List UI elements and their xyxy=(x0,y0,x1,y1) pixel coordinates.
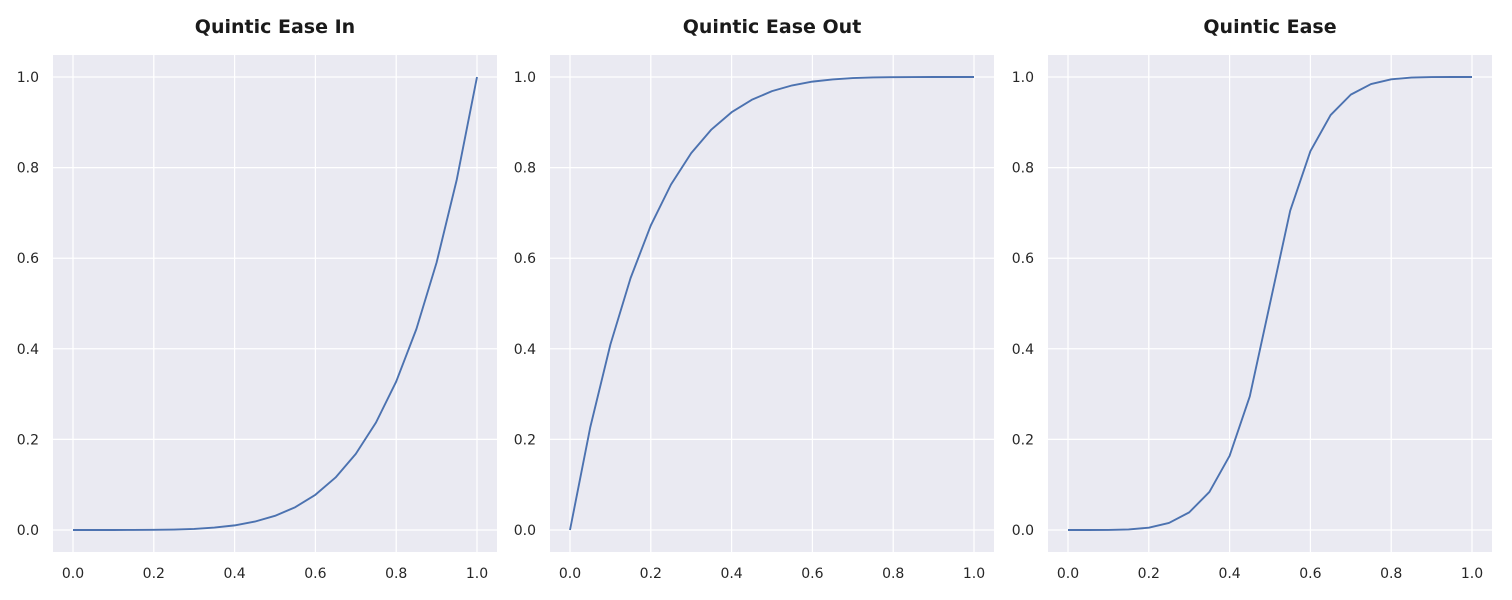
y-tick-label: 1.0 xyxy=(514,70,536,86)
x-tick-label: 1.0 xyxy=(466,566,488,582)
y-tick-label: 0.2 xyxy=(1012,432,1034,448)
y-tick-label: 1.0 xyxy=(17,70,39,86)
y-tick-label: 0.8 xyxy=(17,161,39,177)
y-tick-label: 0.8 xyxy=(1012,161,1034,177)
x-tick-label: 0.0 xyxy=(1057,566,1079,582)
x-tick-label: 0.4 xyxy=(720,566,742,582)
x-tick-label: 0.8 xyxy=(882,566,904,582)
chart-title: Quintic Ease In xyxy=(195,16,355,38)
y-tick-label: 0.4 xyxy=(17,342,39,358)
y-tick-label: 0.2 xyxy=(17,432,39,448)
x-tick-label: 1.0 xyxy=(1461,566,1483,582)
x-tick-label: 0.2 xyxy=(1138,566,1160,582)
series-line xyxy=(1068,76,1472,531)
y-tick-label: 0.8 xyxy=(514,161,536,177)
y-tick-label: 0.0 xyxy=(1012,523,1034,539)
x-tick-label: 0.8 xyxy=(1380,566,1402,582)
y-tick-label: 0.6 xyxy=(1012,251,1034,267)
chart-panel-3: 0.0 0.2 0.4 0.6 0.8 1.0 0.0 0.2 0.4 0.6 0.8 1.0 Quin… xyxy=(1012,16,1492,582)
axes-background xyxy=(53,55,497,552)
y-tick-label: 0.0 xyxy=(17,523,39,539)
axes-background xyxy=(550,55,994,552)
y-tick-label: 0.4 xyxy=(1012,342,1034,358)
x-tick-label: 1.0 xyxy=(963,566,985,582)
y-tick-label: 0.0 xyxy=(514,523,536,539)
y-tick-label: 0.6 xyxy=(514,251,536,267)
y-tick-label: 1.0 xyxy=(1012,70,1034,86)
series-line xyxy=(569,76,974,531)
series-line xyxy=(73,76,478,531)
x-tick-label: 0.4 xyxy=(223,566,245,582)
x-tick-label: 0.8 xyxy=(385,566,407,582)
x-tick-label: 0.6 xyxy=(1299,566,1321,582)
x-tick-label: 0.2 xyxy=(143,566,165,582)
y-tick-label: 0.4 xyxy=(514,342,536,358)
x-tick-label: 0.0 xyxy=(62,566,84,582)
chart-title: Quintic Ease xyxy=(1203,16,1336,38)
x-tick-label: 0.6 xyxy=(304,566,326,582)
chart-title: Quintic Ease Out xyxy=(683,16,862,38)
y-tick-label: 0.2 xyxy=(514,432,536,448)
y-tick-label: 0.6 xyxy=(17,251,39,267)
chart-panel-2: 0.0 0.2 0.4 0.6 0.8 1.0 0.0 0.2 0.4 0.6 0.8 1.0 Quin… xyxy=(514,16,994,582)
x-tick-label: 0.4 xyxy=(1218,566,1240,582)
x-tick-label: 0.6 xyxy=(801,566,823,582)
x-tick-label: 0.2 xyxy=(640,566,662,582)
x-tick-label: 0.0 xyxy=(559,566,581,582)
chart-panel-1: 0.0 0.2 0.4 0.6 0.8 1.0 0.0 0.2 0.4 0.6 0.8 1.0 Quin… xyxy=(17,16,497,582)
